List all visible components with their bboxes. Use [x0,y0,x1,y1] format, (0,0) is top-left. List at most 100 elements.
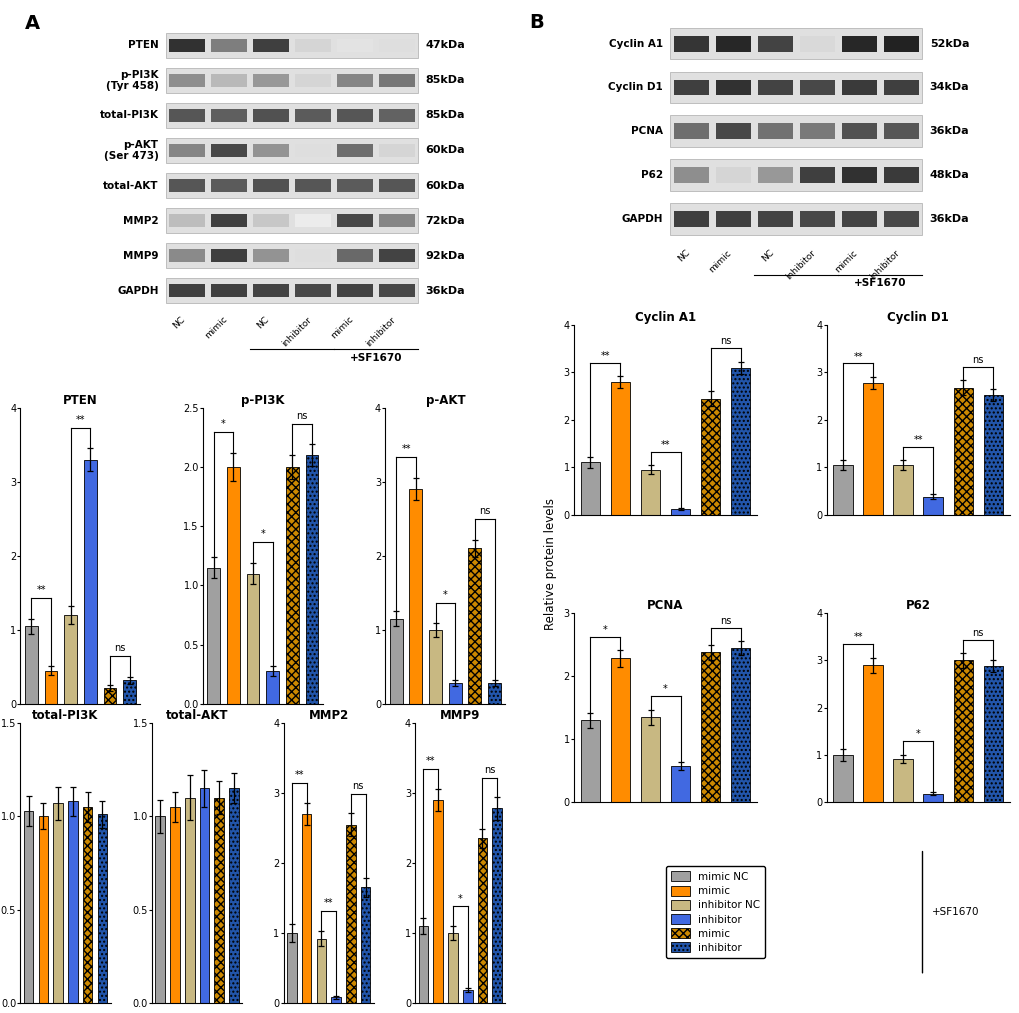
Text: PTEN: PTEN [127,41,159,51]
Text: 34kDa: 34kDa [929,82,968,92]
Bar [361,887,370,1003]
Bar [166,138,418,163]
Text: NC: NC [255,315,271,330]
Text: mimic: mimic [706,248,733,275]
Text: 52kDa: 52kDa [929,38,968,49]
Bar [757,80,792,95]
Bar [799,167,835,183]
Text: *: * [442,590,447,600]
Bar [166,173,418,199]
Title: PCNA: PCNA [647,599,683,612]
Bar [229,788,238,1003]
Text: GAPDH: GAPDH [621,214,662,224]
Bar [211,285,247,297]
Bar [715,35,750,52]
Bar [296,109,330,122]
Bar [953,388,972,515]
Bar [715,167,750,183]
Bar [447,933,458,1003]
Text: GAPDH: GAPDH [117,286,159,296]
Bar [882,35,918,52]
Bar [379,249,415,261]
Text: *: * [221,419,225,430]
Bar [170,807,179,1003]
Bar [953,660,972,802]
Bar [84,460,97,704]
Text: inhibitor: inhibitor [364,315,396,348]
Bar [757,35,792,52]
Bar [166,243,418,268]
Bar [640,470,659,515]
Bar [379,285,415,297]
Bar [83,807,93,1003]
Text: 92kDa: 92kDa [425,250,465,260]
Bar [379,74,415,87]
Bar [379,109,415,122]
Bar [982,395,1002,515]
Bar [285,467,299,704]
Bar [757,124,792,139]
Bar [155,816,165,1003]
Bar [123,681,136,704]
Text: **: ** [853,632,862,642]
Title: p-AKT: p-AKT [425,394,465,406]
Bar [799,211,835,227]
Bar [715,211,750,227]
Text: ns: ns [114,643,125,653]
Bar [211,249,247,261]
Bar [23,810,34,1003]
Text: B: B [529,13,544,32]
Bar [337,285,372,297]
Bar [253,249,288,261]
Bar [640,717,659,802]
Text: **: ** [853,352,862,362]
Text: 85kDa: 85kDa [425,110,465,121]
Bar [253,109,288,122]
Bar [730,368,750,515]
Text: +SF1670: +SF1670 [350,353,401,363]
Bar [296,144,330,157]
Bar [671,766,690,802]
Bar [337,249,372,261]
Text: mimic: mimic [203,315,228,340]
Bar [337,40,372,52]
Bar [833,465,852,515]
Text: **: ** [426,757,435,767]
Text: 60kDa: 60kDa [425,180,465,190]
Text: mimic: mimic [329,315,355,340]
Bar [296,249,330,261]
Text: **: ** [400,445,411,455]
Text: 36kDa: 36kDa [929,214,968,224]
Bar [211,74,247,87]
Text: *: * [662,685,667,695]
Bar [463,991,472,1003]
Text: ns: ns [719,336,731,346]
Bar [799,35,835,52]
Bar [169,179,205,191]
Bar [337,144,372,157]
Bar [799,80,835,95]
Bar [448,683,462,704]
Bar [286,933,297,1003]
Text: p-AKT
(Ser 473): p-AKT (Ser 473) [104,140,159,161]
Bar [379,179,415,191]
Bar [253,214,288,227]
Text: *: * [602,625,607,635]
Bar [104,688,116,704]
Bar [169,249,205,261]
Bar [306,455,318,704]
Bar [715,80,750,95]
Bar [296,285,330,297]
Bar [477,839,487,1003]
Bar [68,801,77,1003]
Text: **: ** [913,435,922,445]
Text: *: * [260,529,265,539]
Bar [45,671,57,704]
Bar [169,144,205,157]
Bar [863,383,882,515]
Title: MMP2: MMP2 [309,709,348,722]
Title: PTEN: PTEN [63,394,98,406]
Bar [166,103,418,128]
Title: total-PI3K: total-PI3K [33,709,99,722]
Bar [893,465,912,515]
